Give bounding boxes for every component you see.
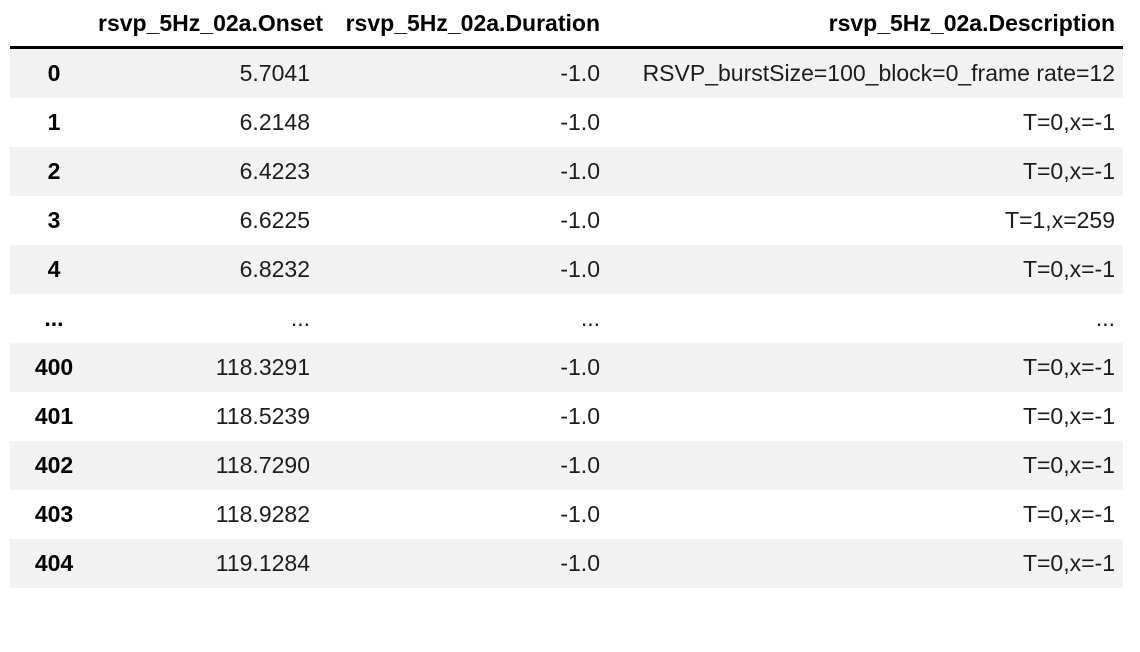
events-table: rsvp_5Hz_02a.Onset rsvp_5Hz_02a.Duration… xyxy=(10,0,1123,588)
description-cell: T=0,x=-1 xyxy=(1022,452,1115,478)
row-index-label: 4 xyxy=(47,256,61,282)
table-row: 404 119.1284 -1.0 T=0,x=-1 xyxy=(10,539,1123,588)
duration-cell: -1.0 xyxy=(560,256,600,282)
table-row: 4 6.8232 -1.0 T=0,x=-1 xyxy=(10,245,1123,294)
row-index-label: 1 xyxy=(47,109,61,135)
row-index-label: 404 xyxy=(34,550,74,576)
table-row: 1 6.2148 -1.0 T=0,x=-1 xyxy=(10,98,1123,147)
description-cell: T=0,x=-1 xyxy=(1022,403,1115,429)
description-cell: RSVP_burstSize=100_block=0_frame rate=12 xyxy=(642,60,1115,86)
onset-cell: 6.2148 xyxy=(239,109,310,135)
onset-cell: 6.8232 xyxy=(239,256,310,282)
header-row: rsvp_5Hz_02a.Onset rsvp_5Hz_02a.Duration… xyxy=(10,0,1123,49)
onset-column-header: rsvp_5Hz_02a.Onset xyxy=(98,0,323,49)
description-cell: T=1,x=259 xyxy=(1005,207,1115,233)
duration-column-header: rsvp_5Hz_02a.Duration xyxy=(318,0,608,49)
duration-cell: -1.0 xyxy=(560,501,600,527)
duration-cell: -1.0 xyxy=(560,550,600,576)
duration-cell: -1.0 xyxy=(560,60,600,86)
description-cell: T=0,x=-1 xyxy=(1022,109,1115,135)
onset-cell: 6.4223 xyxy=(239,158,310,184)
description-column-header: rsvp_5Hz_02a.Description xyxy=(608,0,1123,49)
description-cell: ... xyxy=(1095,305,1115,331)
duration-cell: -1.0 xyxy=(560,109,600,135)
table-row: 0 5.7041 -1.0 RSVP_burstSize=100_block=0… xyxy=(10,47,1123,98)
duration-cell: -1.0 xyxy=(560,403,600,429)
onset-cell: 118.7290 xyxy=(215,452,310,478)
table-row: 402 118.7290 -1.0 T=0,x=-1 xyxy=(10,441,1123,490)
onset-cell: 6.6225 xyxy=(239,207,310,233)
table-row: ... ... ... ... xyxy=(10,294,1123,343)
description-cell: T=0,x=-1 xyxy=(1022,158,1115,184)
description-cell: T=0,x=-1 xyxy=(1022,256,1115,282)
description-cell: T=0,x=-1 xyxy=(1022,550,1115,576)
duration-cell: -1.0 xyxy=(560,452,600,478)
table-body: 0 5.7041 -1.0 RSVP_burstSize=100_block=0… xyxy=(10,47,1123,588)
duration-cell: -1.0 xyxy=(560,158,600,184)
table-row: 403 118.9282 -1.0 T=0,x=-1 xyxy=(10,490,1123,539)
row-index-label: 401 xyxy=(34,403,74,429)
row-index-label: 2 xyxy=(47,158,61,184)
index-column-header xyxy=(10,0,98,49)
row-index-label: 402 xyxy=(34,452,74,478)
row-index-label: ... xyxy=(44,305,64,331)
table-row: 401 118.5239 -1.0 T=0,x=-1 xyxy=(10,392,1123,441)
row-index-label: 0 xyxy=(47,60,61,86)
duration-cell: -1.0 xyxy=(560,354,600,380)
duration-cell: -1.0 xyxy=(560,207,600,233)
table-row: 3 6.6225 -1.0 T=1,x=259 xyxy=(10,196,1123,245)
row-index-label: 3 xyxy=(47,207,61,233)
row-index-label: 403 xyxy=(34,501,74,527)
onset-cell: 5.7041 xyxy=(239,60,310,86)
onset-cell: 118.3291 xyxy=(215,354,310,380)
onset-cell: 118.5239 xyxy=(215,403,310,429)
table-row: 2 6.4223 -1.0 T=0,x=-1 xyxy=(10,147,1123,196)
table-row: 400 118.3291 -1.0 T=0,x=-1 xyxy=(10,343,1123,392)
duration-cell: ... xyxy=(580,305,600,331)
description-cell: T=0,x=-1 xyxy=(1022,354,1115,380)
description-cell: T=0,x=-1 xyxy=(1022,501,1115,527)
onset-cell: 119.1284 xyxy=(215,550,310,576)
onset-cell: ... xyxy=(290,305,310,331)
row-index-label: 400 xyxy=(34,354,74,380)
onset-cell: 118.9282 xyxy=(215,501,310,527)
table-header: rsvp_5Hz_02a.Onset rsvp_5Hz_02a.Duration… xyxy=(10,0,1123,49)
